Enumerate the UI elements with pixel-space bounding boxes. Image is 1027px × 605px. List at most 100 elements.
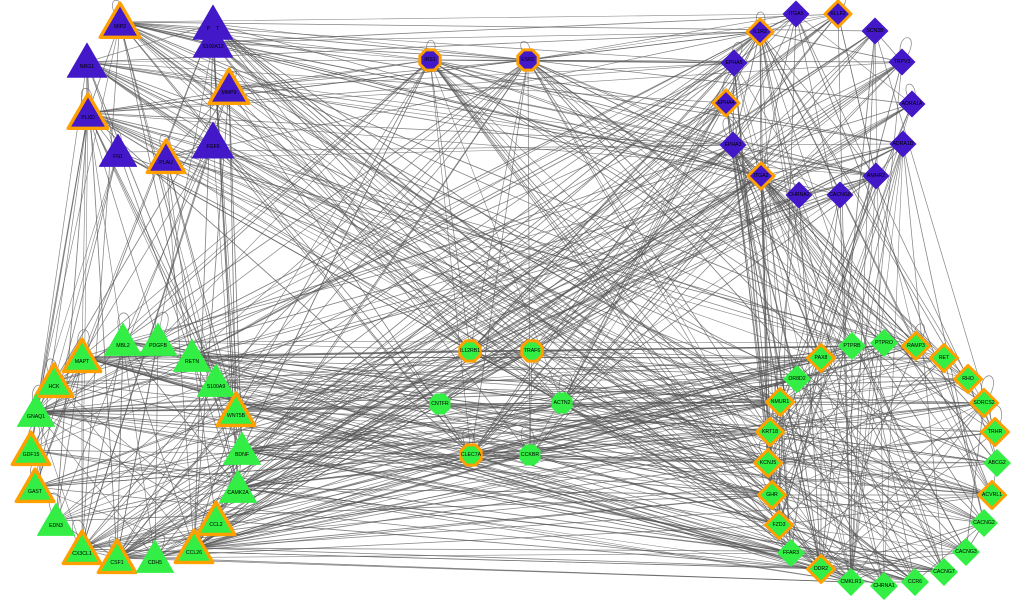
node-gdf15-shape[interactable]	[9, 428, 53, 472]
node-chrna2-shape[interactable]	[781, 177, 817, 213]
node-cmklr1-shape[interactable]	[833, 564, 870, 601]
graph-edge	[154, 345, 853, 559]
node-sorcs2-shape[interactable]	[966, 385, 1003, 422]
node-traf6-shape[interactable]	[516, 335, 548, 367]
node-ccr6-shape[interactable]	[897, 564, 934, 601]
node-abcg2-shape[interactable]	[979, 445, 1016, 482]
node-gast-shape[interactable]	[13, 465, 57, 509]
node-actn2-shape[interactable]	[546, 387, 578, 419]
node-itga5-shape[interactable]	[778, 0, 814, 32]
graph-edge	[228, 59, 431, 89]
node-fzd3-shape[interactable]	[761, 507, 798, 544]
node-bdnf-shape[interactable]	[220, 428, 264, 472]
graph-edge	[53, 381, 217, 521]
node-trhr-shape[interactable]	[977, 414, 1014, 451]
node-ddr2-shape[interactable]	[803, 551, 840, 588]
node-ghr-shape[interactable]	[754, 477, 791, 514]
node-trpv3-shape[interactable]	[884, 44, 920, 80]
node-pdgfb-shape[interactable]	[136, 319, 180, 363]
graph-edge	[122, 59, 529, 342]
node-ptprb-shape[interactable]	[834, 328, 871, 365]
node-scn3b-shape[interactable]	[857, 13, 893, 49]
graph-edge	[53, 381, 781, 403]
node-cdh5-shape[interactable]	[133, 536, 177, 580]
node-mmp9-shape[interactable]	[206, 65, 252, 111]
graph-edge	[561, 30, 876, 404]
graph-edge	[191, 356, 822, 359]
graph-edge	[527, 59, 967, 553]
node-mbl2-shape[interactable]	[101, 319, 145, 363]
node-plau-shape[interactable]	[144, 136, 188, 180]
graph-edge	[193, 431, 771, 549]
graph-edge	[527, 59, 771, 433]
graph-edge	[778, 494, 993, 526]
node-ccl26-shape[interactable]	[172, 526, 216, 570]
node-epha4-shape[interactable]	[708, 85, 744, 121]
node-nrg1-shape[interactable]	[64, 39, 110, 85]
node-il1r2-shape[interactable]	[742, 14, 778, 50]
graph-edge	[122, 59, 431, 342]
node-itga2-shape[interactable]	[743, 158, 779, 194]
node-cacng8-shape[interactable]	[822, 177, 858, 213]
graph-edge	[116, 30, 876, 559]
graph-edge	[850, 175, 877, 583]
graph-edge	[779, 401, 916, 583]
node-cntfr-shape[interactable]	[424, 388, 456, 420]
node-ramp3-shape[interactable]	[898, 328, 935, 365]
node-nmur1-shape[interactable]	[762, 384, 799, 421]
node-irs1-shape[interactable]	[414, 44, 446, 76]
node-wnt5b-shape[interactable]	[214, 389, 258, 433]
node-retn-shape[interactable]	[170, 335, 214, 379]
node-mapt-shape[interactable]	[60, 335, 104, 379]
graph-edge	[116, 449, 243, 559]
node-csf1-shape[interactable]	[95, 536, 139, 580]
node-mip2-shape[interactable]	[97, 0, 143, 45]
node-fn1-shape[interactable]	[96, 130, 140, 174]
node-rho-shape[interactable]	[950, 361, 987, 398]
node-plxd-shape[interactable]	[65, 90, 111, 136]
node-il12rb1-shape[interactable]	[454, 335, 486, 367]
node-kcnj5-shape[interactable]	[750, 445, 787, 482]
graph-edge	[87, 112, 214, 143]
graph-edge	[193, 547, 967, 553]
graph-edge	[527, 13, 797, 61]
node-kllf2-shape[interactable]	[820, 0, 856, 32]
node-cacng2-shape[interactable]	[966, 505, 1003, 542]
node-ccl2-shape[interactable]	[194, 498, 238, 542]
graph-edge	[35, 402, 985, 413]
node-or8d2-shape[interactable]	[779, 361, 816, 398]
graph-edge	[212, 141, 822, 359]
graph-edge	[165, 157, 917, 347]
node-camk2a-shape[interactable]	[216, 466, 260, 510]
node-pax8-shape[interactable]	[803, 340, 840, 377]
node-fgf6-shape[interactable]	[189, 118, 237, 166]
node-cckbr-shape[interactable]	[514, 439, 546, 471]
node-epha5-shape[interactable]	[716, 45, 752, 81]
graph-edge	[820, 175, 877, 359]
graph-edge	[119, 21, 563, 404]
node-krt18-shape[interactable]	[752, 414, 789, 451]
node-amhr2-shape[interactable]	[858, 158, 894, 194]
graph-edge	[561, 175, 877, 404]
node-cx3cl1-shape[interactable]	[60, 527, 104, 571]
node-gnaq1-shape[interactable]	[14, 390, 58, 434]
node-ret-shape[interactable]	[926, 340, 963, 377]
node-s100a9-shape[interactable]	[194, 360, 238, 404]
node-hck-shape[interactable]	[32, 360, 76, 404]
node-acvrl1-shape[interactable]	[974, 477, 1011, 514]
graph-edge	[732, 143, 904, 146]
node-s100a12-shape[interactable]	[190, 19, 236, 65]
node-esr2-shape[interactable]	[512, 44, 544, 76]
node-edn3-shape[interactable]	[34, 499, 78, 543]
node-ptpro-shape[interactable]	[866, 325, 903, 362]
node-cacng3-shape[interactable]	[948, 534, 985, 571]
node-clec7a-shape[interactable]	[455, 439, 487, 471]
node-cacng7-shape[interactable]	[926, 554, 963, 591]
node-adra1a-shape[interactable]	[894, 86, 930, 122]
node-adra1d-shape[interactable]	[885, 126, 921, 162]
graph-edge	[767, 378, 969, 464]
node-epha3-shape[interactable]	[715, 127, 751, 163]
node-ffar3-shape[interactable]	[773, 535, 810, 572]
